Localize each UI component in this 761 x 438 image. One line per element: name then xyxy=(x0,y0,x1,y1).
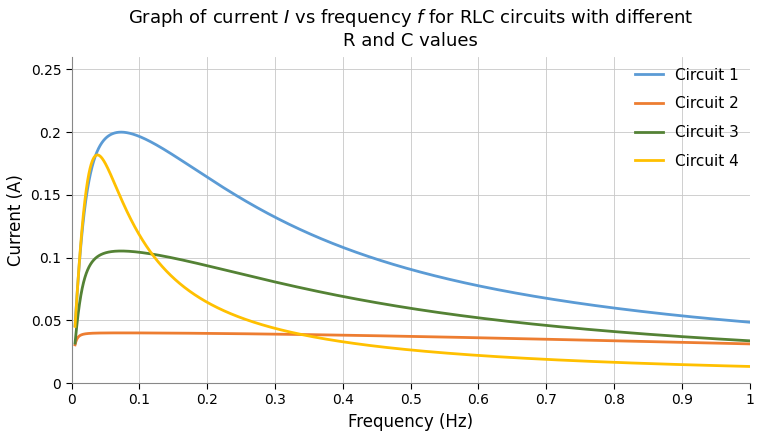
Circuit 2 xyxy=(626,339,635,344)
Line: Circuit 4: Circuit 4 xyxy=(75,155,750,367)
Circuit 2 xyxy=(328,332,337,338)
Circuit 1 xyxy=(626,307,635,313)
Circuit 1 xyxy=(509,290,518,295)
Circuit 1 xyxy=(71,323,80,328)
Circuit 2 xyxy=(574,337,583,343)
Circuit 4 xyxy=(626,360,635,366)
X-axis label: Frequency (Hz): Frequency (Hz) xyxy=(348,413,473,431)
Circuit 3 xyxy=(71,340,80,346)
Circuit 2 xyxy=(745,341,754,346)
Circuit 2 xyxy=(193,331,202,336)
Circuit 1 xyxy=(574,300,583,306)
Circuit 4 xyxy=(574,358,583,364)
Line: Circuit 2: Circuit 2 xyxy=(75,333,750,345)
Circuit 1 xyxy=(745,320,754,325)
Circuit 3 xyxy=(626,330,635,336)
Circuit 2 xyxy=(71,342,80,347)
Legend: Circuit 1, Circuit 2, Circuit 3, Circuit 4: Circuit 1, Circuit 2, Circuit 3, Circuit… xyxy=(629,61,745,175)
Circuit 4 xyxy=(509,355,518,360)
Circuit 2 xyxy=(475,335,484,340)
Circuit 3 xyxy=(475,315,484,321)
Circuit 1 xyxy=(475,283,484,289)
Circuit 3 xyxy=(574,326,583,331)
Circuit 4 xyxy=(93,152,102,158)
Line: Circuit 1: Circuit 1 xyxy=(75,132,750,325)
Circuit 3 xyxy=(509,319,518,325)
Circuit 1 xyxy=(328,241,337,246)
Circuit 4 xyxy=(193,294,202,299)
Circuit 3 xyxy=(328,292,337,297)
Circuit 4 xyxy=(71,324,80,329)
Circuit 2 xyxy=(509,336,518,341)
Circuit 1 xyxy=(193,168,202,173)
Circuit 1 xyxy=(116,130,126,135)
Circuit 3 xyxy=(193,261,202,266)
Circuit 3 xyxy=(745,338,754,343)
Y-axis label: Current (A): Current (A) xyxy=(7,174,25,266)
Circuit 2 xyxy=(116,330,126,336)
Circuit 4 xyxy=(475,353,484,358)
Circuit 4 xyxy=(328,338,337,343)
Circuit 3 xyxy=(116,248,126,254)
Circuit 4 xyxy=(745,364,754,369)
Title: Graph of current $I$ vs frequency $f$ for RLC circuits with different
R and C va: Graph of current $I$ vs frequency $f$ fo… xyxy=(128,7,693,50)
Line: Circuit 3: Circuit 3 xyxy=(75,251,750,343)
